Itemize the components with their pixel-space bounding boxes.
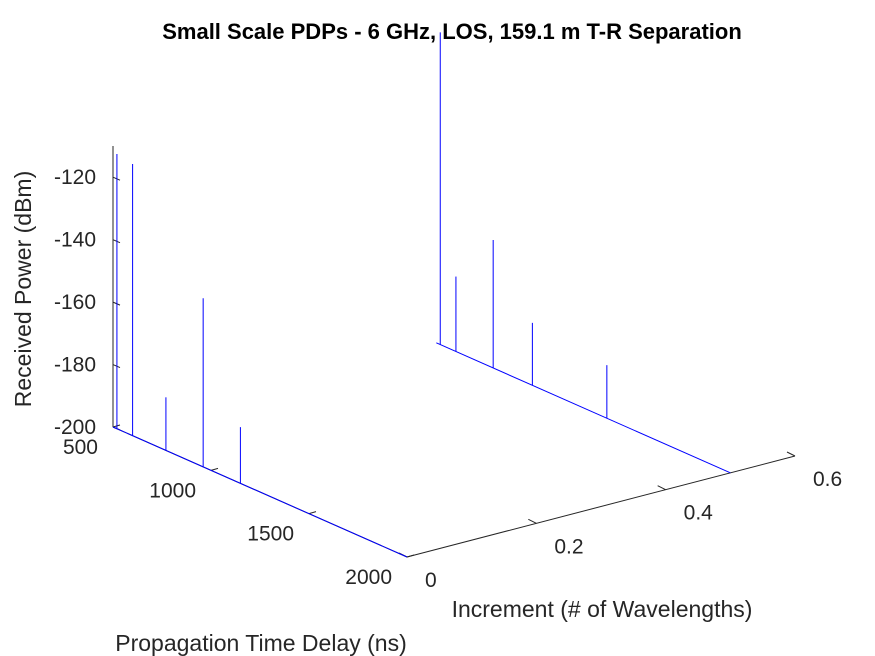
z-tick-label: -160: [54, 291, 96, 314]
x-tick-mark: [308, 511, 317, 515]
y-tick-label: 0.6: [813, 468, 842, 491]
z-tick-label: -120: [54, 166, 96, 189]
x-tick-label: 1000: [149, 479, 196, 502]
y-tick-mark: [657, 485, 666, 491]
y-axis-line: [406, 455, 796, 558]
x-tick-mark: [210, 467, 219, 471]
y-tick-label: 0.2: [554, 535, 583, 558]
x-axis-ticks: 500 1000 1500 2000: [63, 424, 415, 589]
z-tick-label: -140: [54, 229, 96, 252]
x-tick-label: 500: [63, 436, 98, 459]
chart-title: Small Scale PDPs - 6 GHz, LOS, 159.1 m T…: [162, 19, 742, 44]
y-tick-mark: [786, 451, 796, 457]
y-tick-label: 0: [425, 569, 437, 592]
pdp-baseline: [436, 342, 731, 474]
z-tick-label: -180: [54, 354, 96, 377]
pdp-baseline: [112, 426, 408, 558]
y-axis-label: Increment (# of Wavelengths): [452, 596, 753, 622]
y-tick-mark: [528, 518, 537, 524]
x-tick-label: 1500: [247, 523, 294, 546]
y-axis-ticks: 0 0.2 0.4 0.6: [398, 451, 842, 592]
y-tick-label: 0.4: [684, 502, 714, 525]
axes-box: [112, 146, 796, 558]
z-tick-label: -200: [54, 416, 96, 439]
z-axis-ticks: -120 -140 -160 -180 -200: [54, 166, 121, 439]
x-tick-label: 2000: [345, 566, 392, 589]
data-stems: [112, 32, 731, 558]
z-axis-label: Received Power (dBm): [10, 171, 36, 407]
x-axis-label: Propagation Time Delay (ns): [115, 630, 406, 656]
x-tick-mark: [406, 554, 415, 558]
